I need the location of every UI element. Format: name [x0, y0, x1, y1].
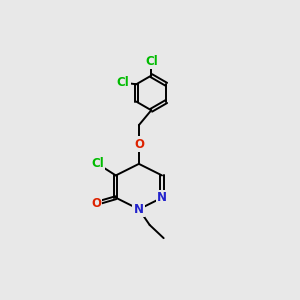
Text: Cl: Cl [145, 55, 158, 68]
Text: N: N [134, 203, 144, 216]
Text: O: O [91, 197, 101, 210]
Text: O: O [134, 138, 144, 151]
Text: N: N [157, 191, 167, 204]
Text: Cl: Cl [91, 158, 104, 170]
Text: Cl: Cl [117, 76, 129, 89]
